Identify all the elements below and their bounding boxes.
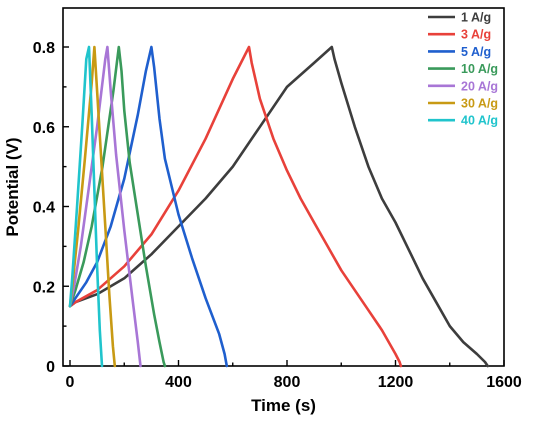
y-tick-label: 0.2	[33, 279, 55, 296]
series-line-10-a-g	[68, 45, 167, 368]
ticks-layer: 0 400 800 1200 1600 0 0.2 0.4 0.6 0.8	[33, 40, 522, 391]
series-layer	[68, 45, 490, 368]
legend-label: 40 A/g	[461, 114, 498, 128]
x-tick-label: 800	[274, 374, 301, 391]
legend-label: 10 A/g	[461, 62, 498, 76]
legend-label: 5 A/g	[461, 45, 491, 59]
y-tick-label: 0.4	[33, 200, 55, 217]
y-tick-label: 0	[46, 359, 55, 376]
x-axis-title: Time (s)	[251, 396, 316, 415]
x-tick-label: 1200	[378, 374, 414, 391]
legend: 1 A/g 3 A/g 5 A/g 10 A/g 20 A/g 30 A/g 40 A/g	[428, 11, 498, 128]
series-line-20-a-g	[68, 45, 142, 368]
series-line-30-a-g	[68, 45, 117, 368]
y-tick-label: 0.6	[33, 120, 55, 137]
series-line-5-a-g	[68, 45, 229, 368]
series-line-40-a-g	[68, 45, 104, 368]
legend-label: 1 A/g	[461, 11, 491, 25]
series-line-1-a-g	[68, 45, 490, 368]
legend-label: 30 A/g	[461, 97, 498, 111]
legend-label: 3 A/g	[461, 28, 491, 42]
x-tick-label: 0	[66, 374, 75, 391]
legend-label: 20 A/g	[461, 79, 498, 93]
y-axis-title: Potential (V)	[3, 137, 22, 236]
x-tick-label: 1600	[486, 374, 522, 391]
plot-frame	[62, 7, 505, 367]
series-line-3-a-g	[68, 45, 403, 368]
y-tick-label: 0.8	[33, 40, 55, 57]
x-tick-label: 400	[165, 374, 192, 391]
